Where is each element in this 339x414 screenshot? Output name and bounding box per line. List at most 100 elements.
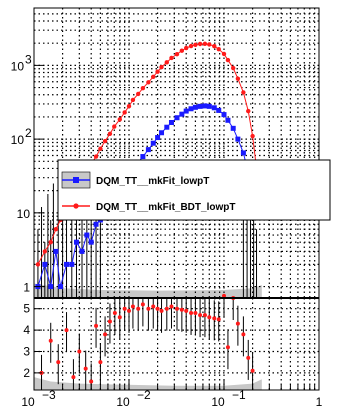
series-bdt-point — [193, 42, 198, 48]
legend-label-bdt: DQM_TT__mkFit_BDT_lowpT — [96, 202, 235, 213]
ratio-point — [48, 338, 53, 343]
ratio-point — [127, 308, 131, 313]
series-bdt-point — [140, 86, 146, 91]
x-tick-label: 10 — [211, 395, 225, 409]
series-lowpT-point — [174, 115, 180, 121]
series-bdt-point — [197, 41, 203, 47]
ratio-y-tick-label: 5 — [23, 302, 30, 316]
x-tick-label: 10 — [21, 395, 35, 409]
ratio-point — [184, 308, 189, 313]
x-tick-exponent: −1 — [232, 388, 246, 402]
series-lowpT-point — [225, 117, 231, 123]
legend-marker-lowpT — [73, 177, 79, 183]
series-lowpT-point — [202, 103, 208, 109]
series-bdt-point — [221, 51, 227, 57]
ratio-point — [140, 302, 145, 307]
ratio-point — [235, 321, 240, 326]
series-bdt-point — [202, 41, 208, 47]
ratio-point — [179, 307, 184, 312]
ratio-point — [174, 306, 179, 311]
series-bdt-point — [146, 80, 151, 85]
ratio-point — [56, 360, 61, 365]
series-lowpT-point — [221, 112, 227, 118]
series-bdt-point — [93, 154, 99, 159]
ratio-point — [107, 319, 112, 324]
ratio-point — [246, 355, 251, 360]
series-lowpT-point — [206, 103, 212, 109]
y-tick-label: 10 — [17, 207, 31, 221]
series-bdt-point — [174, 51, 180, 57]
ratio-point — [146, 306, 151, 311]
ratio-point — [250, 368, 255, 373]
ratio-point — [241, 332, 246, 337]
ratio-point — [122, 306, 127, 311]
series-bdt-point — [155, 69, 160, 74]
series-bdt-point — [130, 97, 136, 103]
ratio-point — [103, 332, 108, 337]
series-lowpT-point — [197, 103, 203, 109]
series-bdt-point — [126, 103, 132, 109]
series-lowpT-point — [150, 140, 156, 146]
y-tick-label: 10 — [11, 133, 25, 147]
series-lowpT-point — [79, 248, 85, 254]
series-bdt-point — [112, 124, 117, 129]
ratio-point — [64, 328, 69, 333]
legend-label-lowpT: DQM_TT__mkFit_lowpT — [96, 176, 209, 187]
series-bdt-point — [48, 239, 53, 245]
series-lowpT-point — [155, 135, 161, 141]
ratio-point — [98, 360, 103, 365]
series-lowpT-point — [42, 261, 48, 267]
ratio-point — [189, 310, 194, 315]
series-lowpT-point — [168, 119, 174, 125]
ratio-point — [164, 306, 169, 311]
series-lowpT-point — [164, 124, 170, 130]
ratio-point — [94, 323, 99, 328]
ratio-point — [117, 315, 122, 320]
series-bdt-point — [246, 108, 251, 114]
series-lowpT-point — [183, 108, 189, 114]
series-lowpT-point — [179, 111, 185, 117]
ratio-point — [198, 313, 203, 318]
ratio-y-tick-label: 3 — [23, 344, 30, 358]
series-bdt-point — [102, 138, 108, 144]
main-panel — [33, 7, 320, 299]
ratio-point — [71, 375, 76, 380]
legend: DQM_TT__mkFit_lowpT DQM_TT__mkFit_BDT_lo… — [57, 159, 331, 221]
series-lowpT-point — [159, 130, 165, 136]
series-lowpT-point — [230, 125, 236, 131]
ratio-point — [83, 366, 88, 371]
x-tick-exponent: −2 — [137, 388, 151, 402]
series-lowpT-point — [48, 284, 54, 290]
ratio-point — [130, 304, 135, 309]
ratio-point — [155, 306, 160, 311]
main-band — [34, 283, 262, 298]
ratio-point — [202, 313, 207, 318]
series-bdt-point — [42, 249, 48, 254]
series-bdt-point — [159, 64, 164, 70]
series-bdt-point — [169, 55, 174, 61]
series-lowpT-point — [235, 136, 241, 142]
ratio-point — [193, 310, 198, 315]
series-bdt-point — [207, 42, 212, 47]
ratio-y-tick-label: 2 — [23, 366, 30, 380]
y-tick-exponent: 2 — [25, 126, 32, 140]
ratio-point — [159, 308, 164, 313]
series-lowpT-point — [88, 239, 94, 245]
legend-marker-bdt — [73, 203, 79, 209]
series-lowpT-point — [192, 104, 198, 110]
series-bdt-point — [188, 43, 194, 49]
legend-box — [57, 159, 331, 221]
ratio-point — [207, 315, 212, 320]
series-bdt-point — [98, 146, 103, 151]
series-lowpT-point — [140, 154, 146, 160]
x-tick-label: 1 — [316, 395, 323, 409]
ratio-panel — [33, 293, 320, 391]
series-bdt-point — [151, 74, 156, 79]
series-bdt-point — [136, 91, 141, 97]
series-lowpT-point — [188, 106, 194, 112]
ratio-point — [89, 379, 94, 384]
series-lowpT-point — [93, 221, 99, 227]
ratio-point — [136, 306, 141, 311]
ratio-point — [112, 310, 117, 315]
